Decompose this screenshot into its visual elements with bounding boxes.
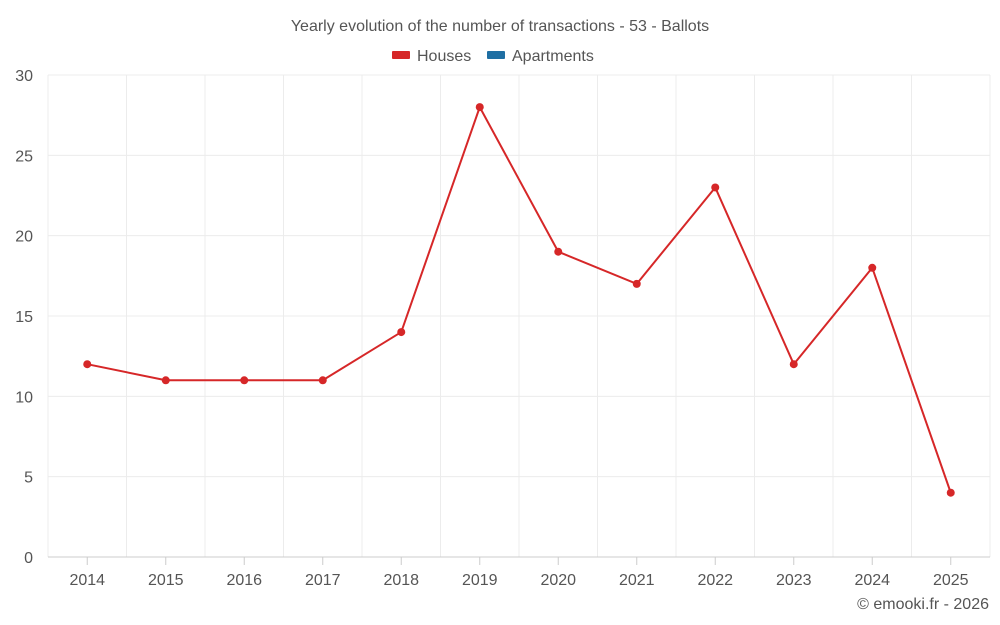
y-tick-label: 10	[15, 389, 33, 406]
copyright-text: © emooki.fr - 2026	[857, 596, 989, 613]
y-tick-label: 30	[15, 68, 33, 85]
x-tick-label: 2021	[619, 572, 655, 589]
data-point-houses[interactable]	[161, 376, 170, 385]
data-point-houses[interactable]	[554, 247, 563, 256]
data-point-houses[interactable]	[868, 263, 877, 272]
legend-label-houses[interactable]: Houses	[417, 48, 471, 65]
x-tick-label: 2019	[462, 572, 498, 589]
x-axis: 2014 2015 2016 2017 2018 2019 2020 2021 2022 2023…	[48, 556, 990, 589]
x-tick-label: 2018	[383, 572, 419, 589]
legend-swatch-apartments[interactable]	[487, 51, 505, 59]
legend-label-apartments[interactable]: Apartments	[512, 48, 594, 65]
data-point-houses[interactable]	[83, 360, 92, 369]
data-point-houses[interactable]	[318, 376, 327, 385]
y-tick-label: 5	[24, 470, 33, 487]
legend: Houses Apartments	[392, 48, 594, 65]
data-point-houses[interactable]	[475, 103, 484, 112]
y-tick-label: 15	[15, 309, 33, 326]
x-tick-label: 2015	[148, 572, 184, 589]
x-tick-label: 2024	[854, 572, 890, 589]
chart-title: Yearly evolution of the number of transa…	[291, 18, 709, 35]
legend-swatch-houses[interactable]	[392, 51, 410, 59]
x-tick-label: 2020	[540, 572, 576, 589]
data-point-houses[interactable]	[397, 328, 406, 337]
y-tick-label: 0	[24, 550, 33, 567]
data-point-houses[interactable]	[711, 183, 720, 192]
data-point-houses[interactable]	[946, 488, 955, 497]
x-tick-label: 2016	[226, 572, 262, 589]
data-point-houses[interactable]	[632, 279, 641, 288]
x-tick-label: 2023	[776, 572, 812, 589]
x-tick-label: 2014	[69, 572, 105, 589]
x-tick-label: 2022	[697, 572, 733, 589]
grid	[47, 74, 991, 557]
series-houses	[83, 103, 955, 497]
y-axis: 0 5 10 15 20 25 30	[15, 68, 33, 567]
x-tick-label: 2017	[305, 572, 341, 589]
y-tick-label: 20	[15, 229, 33, 246]
data-point-houses[interactable]	[789, 360, 798, 369]
x-tick-label: 2025	[933, 572, 969, 589]
y-tick-label: 25	[15, 148, 33, 165]
data-point-houses[interactable]	[240, 376, 249, 385]
series-line-houses	[87, 106, 952, 494]
